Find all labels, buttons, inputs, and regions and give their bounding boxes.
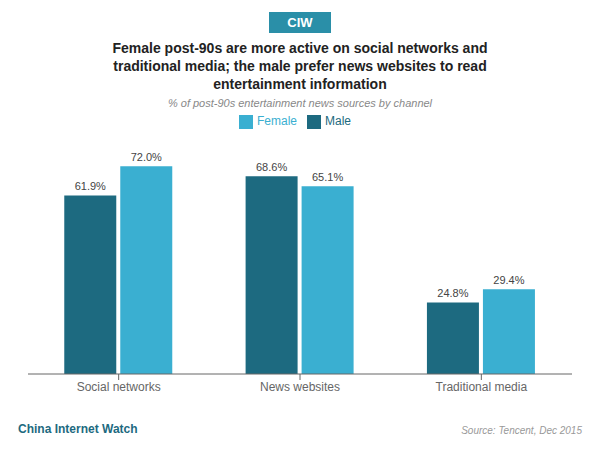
svg-text:68.6%: 68.6% <box>256 161 287 173</box>
svg-text:Traditional media: Traditional media <box>436 380 528 394</box>
svg-text:29.4%: 29.4% <box>493 274 524 286</box>
svg-text:61.9%: 61.9% <box>75 180 106 192</box>
html-text:Female post-90s are more activ: Female post-90s are more active on socia… <box>112 40 488 56</box>
svg-text:72.0%: 72.0% <box>131 151 162 163</box>
html-text:CIW: CIW <box>287 15 313 30</box>
svg-text:Social networks: Social networks <box>77 380 161 394</box>
html-text:% of post-90s entertainment ne: % of post-90s entertainment news sources… <box>167 97 433 109</box>
svg-text:65.1%: 65.1% <box>312 171 343 183</box>
html-text:traditional media; the male pr: traditional media; the male prefer news … <box>113 58 487 74</box>
svg-text:24.8%: 24.8% <box>437 287 468 299</box>
svg-text:News websites: News websites <box>260 380 340 394</box>
html-text:China Internet Watch: China Internet Watch <box>18 422 138 436</box>
html-text:Female: Female <box>257 114 297 128</box>
html-text:Source: Tencent, Dec 2015: Source: Tencent, Dec 2015 <box>461 425 582 436</box>
html-text:entertainment information: entertainment information <box>213 76 387 92</box>
html-text:Male: Male <box>325 114 351 128</box>
